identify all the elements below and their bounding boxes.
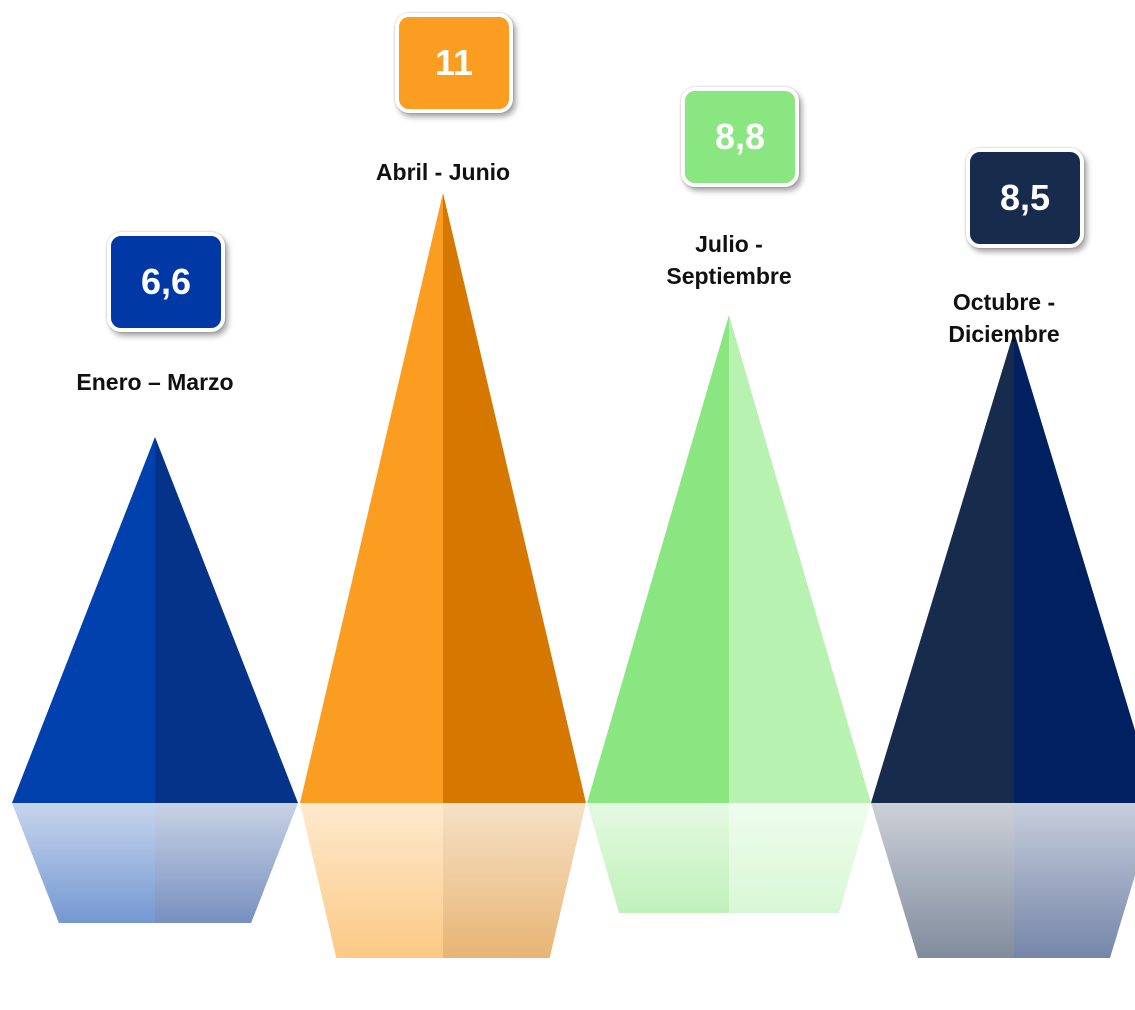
pyramid-2-right-face [443,193,586,803]
category-label-4: Octubre - Diciembre [948,289,1060,347]
value-badge-1: 6,6 [107,232,225,332]
pyramid-4-right-face [1014,331,1135,803]
pyramid-2-reflection-fade [298,803,588,960]
pyramid-1-right-face [155,437,298,803]
pyramid-3-reflection-fade [585,803,873,915]
pyramid-2-left-face [300,193,443,803]
value-badge-4: 8,5 [966,148,1084,248]
value-badge-3: 8,8 [681,87,799,187]
pyramid-1-reflection-fade [10,803,300,925]
pyramid-1-left-face [12,437,155,803]
pyramid-3-left-face [587,315,729,803]
pyramid-4-reflection-fade [869,803,1135,960]
value-badge-2: 11 [395,13,513,113]
category-label-3: Julio - Septiembre [666,231,792,289]
category-label-1: Enero – Marzo [76,369,234,395]
pyramid-4-left-face [871,331,1014,803]
category-label-2: Abril - Junio [375,159,511,185]
pyramid-3-right-face [729,315,871,803]
